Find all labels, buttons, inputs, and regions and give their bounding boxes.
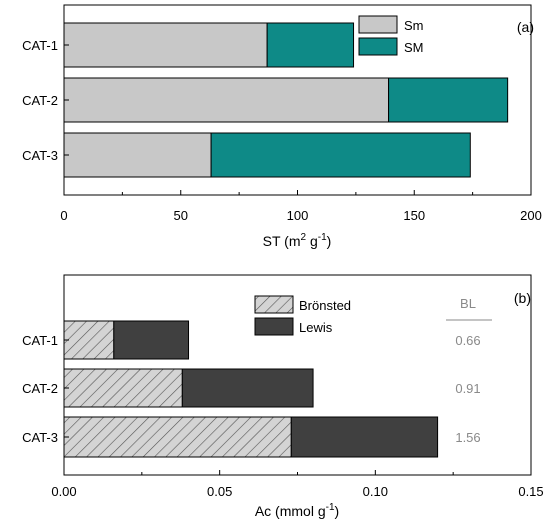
x-tick-label: 0.10	[363, 484, 388, 499]
legend-swatch-lewis	[254, 317, 294, 336]
bar-a-cat-2-sm	[388, 77, 509, 123]
x-tick-label: 100	[287, 208, 309, 223]
bar-a-cat-1-sm	[266, 22, 355, 68]
legend-label-SM: SM	[404, 40, 424, 55]
category-label: CAT-2	[22, 381, 58, 396]
legend-swatch-SM	[358, 37, 398, 56]
legend-swatch-sm	[358, 15, 398, 34]
legend-swatch-bronsted	[254, 295, 294, 314]
legend-b: Brönsted Lewis	[254, 295, 351, 336]
bar-b-cat-1-lewis	[113, 320, 190, 360]
panel-b: 0.00 0.05 0.10 0.15 CAT-1 CAT-2 CAT-3 (b) Brö…	[22, 274, 544, 519]
x-tick-label: 200	[520, 208, 542, 223]
x-ticks-a: 0 50 100 150 200	[60, 190, 542, 223]
category-label: CAT-3	[22, 430, 58, 445]
category-label: CAT-1	[22, 333, 58, 348]
category-labels-a: CAT-1 CAT-2 CAT-3	[22, 38, 69, 163]
bar-b-cat-3-lewis	[290, 416, 439, 458]
x-tick-label: 0.15	[518, 484, 543, 499]
category-label: CAT-1	[22, 38, 58, 53]
bl-values: 0.66 0.91 1.56	[455, 333, 480, 445]
bar-a-cat-3-sm	[210, 132, 471, 178]
bars-a	[63, 22, 509, 178]
x-axis-title-b: Ac (mmol g-1)	[255, 502, 339, 519]
bl-value: 0.91	[455, 381, 480, 396]
bar-a-cat-3-sm	[63, 132, 212, 178]
legend-label-bronsted: Brönsted	[299, 298, 351, 313]
category-label: CAT-2	[22, 93, 58, 108]
panel-a: 0 50 100 150 200 CAT-1 CAT-2 CAT-3 (a) Sm SM S…	[22, 4, 542, 249]
bar-a-cat-1-sm	[63, 22, 268, 68]
bars-b	[63, 320, 439, 458]
category-labels-b: CAT-1 CAT-2 CAT-3	[22, 333, 69, 445]
bl-value: 0.66	[455, 333, 480, 348]
x-tick-label: 50	[174, 208, 188, 223]
legend-label-sm: Sm	[404, 18, 424, 33]
bar-a-cat-2-sm	[63, 77, 390, 123]
bl-header: BL	[460, 296, 476, 311]
x-tick-label: 0	[60, 208, 67, 223]
x-ticks-b: 0.00 0.05 0.10 0.15	[51, 470, 544, 499]
panel-label-b: (b)	[514, 290, 531, 306]
bar-b-cat-1-brnsted	[63, 320, 115, 360]
x-tick-label: 0.05	[207, 484, 232, 499]
x-axis-title-a: ST (m2 g-1)	[263, 232, 332, 249]
bar-b-cat-3-brnsted	[63, 416, 292, 458]
bl-value: 1.56	[455, 430, 480, 445]
category-label: CAT-3	[22, 148, 58, 163]
x-tick-label: 0.00	[51, 484, 76, 499]
bar-b-cat-2-lewis	[181, 368, 314, 408]
legend-label-lewis: Lewis	[299, 320, 333, 335]
panel-label-a: (a)	[517, 19, 534, 35]
x-tick-label: 150	[403, 208, 425, 223]
bar-b-cat-2-brnsted	[63, 368, 183, 408]
legend-a: Sm SM	[358, 15, 424, 56]
